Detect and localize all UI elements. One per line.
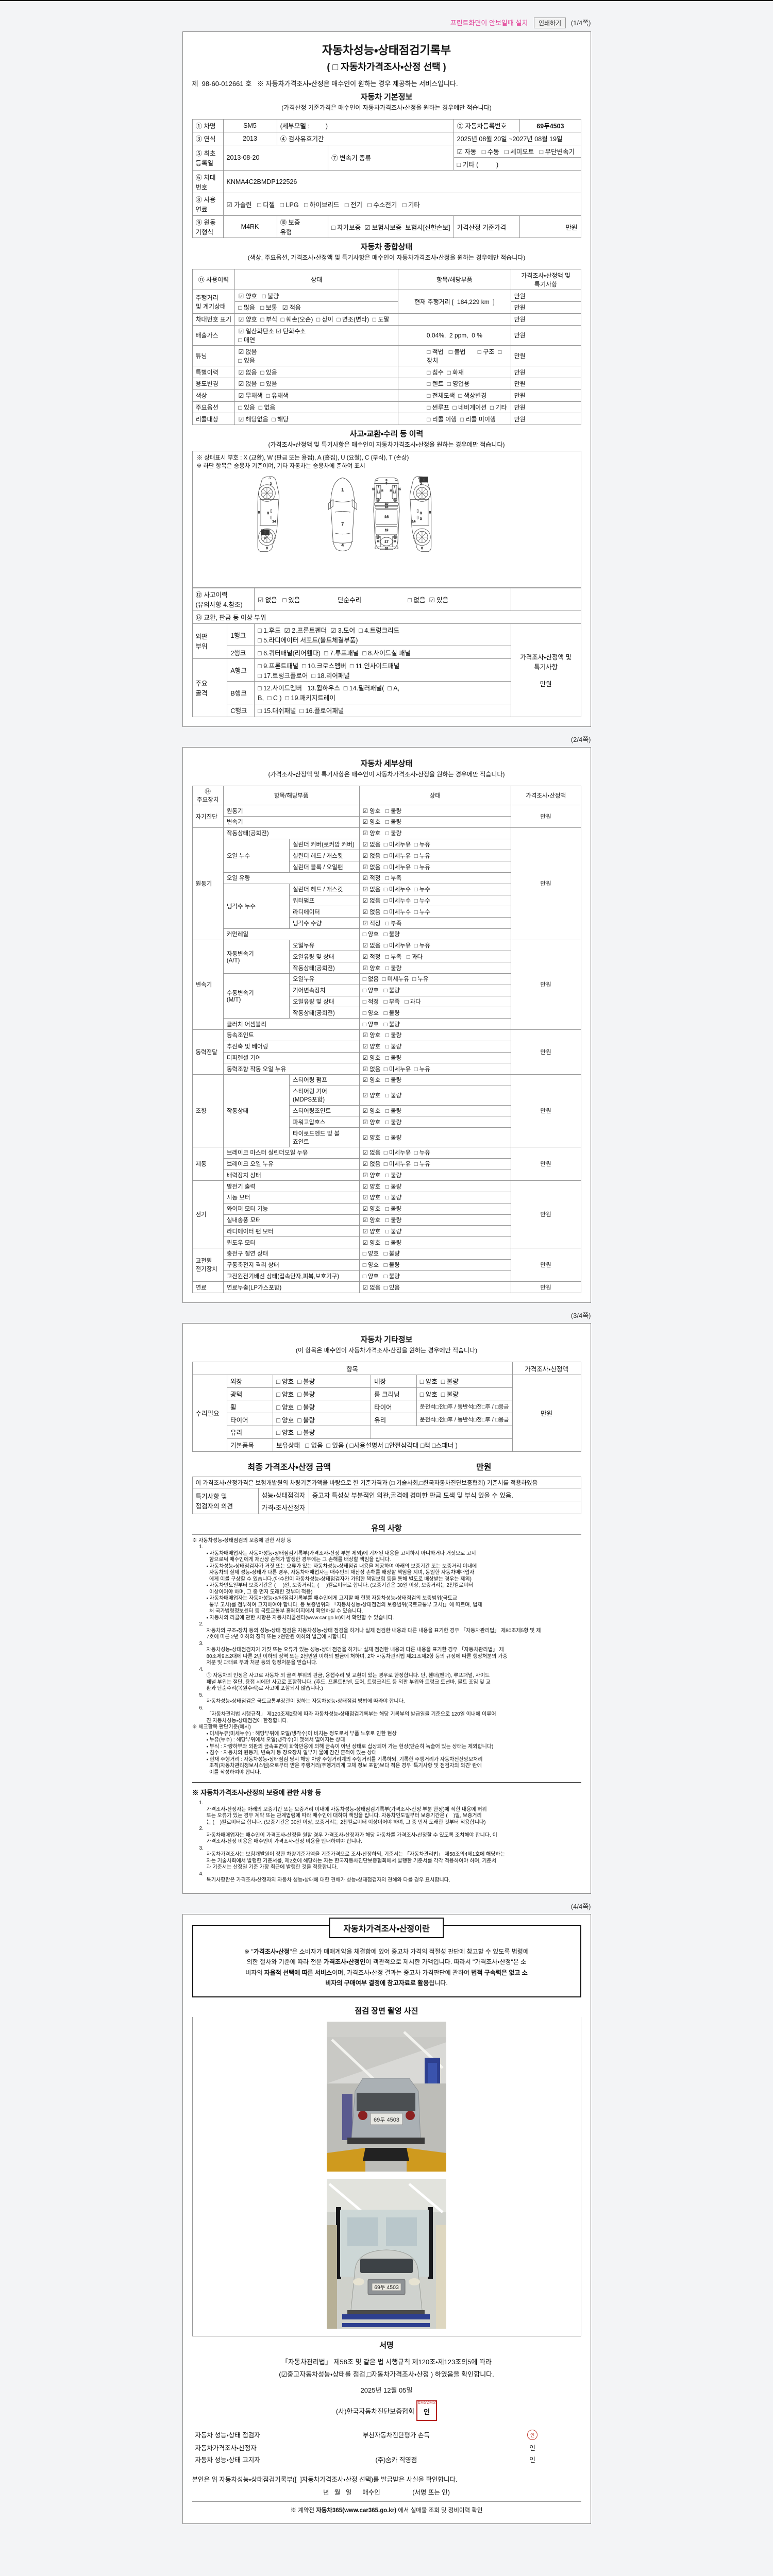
svg-text:2: 2	[270, 482, 272, 486]
svg-text:12: 12	[390, 489, 392, 492]
svg-text:69두 4503: 69두 4503	[374, 2117, 399, 2123]
svg-text:13: 13	[376, 499, 379, 502]
svg-text:69두 4503: 69두 4503	[374, 2284, 399, 2291]
svg-text:8: 8	[429, 511, 431, 514]
svg-text:1: 1	[341, 487, 344, 492]
svg-text:11: 11	[372, 488, 375, 491]
svg-text:15: 15	[385, 506, 389, 509]
svg-text:3: 3	[420, 517, 422, 521]
svg-text:14: 14	[412, 520, 416, 523]
svg-text:12: 12	[377, 540, 379, 543]
svg-text:8: 8	[258, 511, 260, 514]
svg-text:16: 16	[384, 514, 389, 519]
svg-text:12: 12	[381, 489, 383, 492]
svg-text:6: 6	[266, 547, 268, 550]
svg-text:3: 3	[420, 512, 422, 515]
svg-text:11: 11	[398, 488, 401, 491]
svg-text:9: 9	[386, 482, 388, 485]
svg-text:6: 6	[421, 547, 423, 550]
svg-text:3: 3	[264, 537, 266, 540]
svg-text:13: 13	[376, 536, 379, 539]
svg-text:X: X	[423, 479, 425, 482]
svg-text:18: 18	[385, 547, 388, 550]
svg-text:19: 19	[385, 529, 389, 532]
svg-text:13: 13	[394, 536, 397, 539]
svg-text:4: 4	[341, 543, 344, 548]
svg-text:14: 14	[272, 520, 276, 523]
svg-text:13: 13	[394, 499, 397, 502]
svg-text:5: 5	[386, 479, 388, 482]
svg-text:X: X	[264, 532, 266, 535]
svg-text:3: 3	[267, 512, 269, 515]
svg-text:7: 7	[341, 522, 344, 527]
svg-text:17: 17	[384, 540, 389, 544]
svg-text:10: 10	[385, 503, 389, 506]
svg-text:2: 2	[420, 482, 422, 486]
svg-text:12: 12	[394, 540, 396, 543]
